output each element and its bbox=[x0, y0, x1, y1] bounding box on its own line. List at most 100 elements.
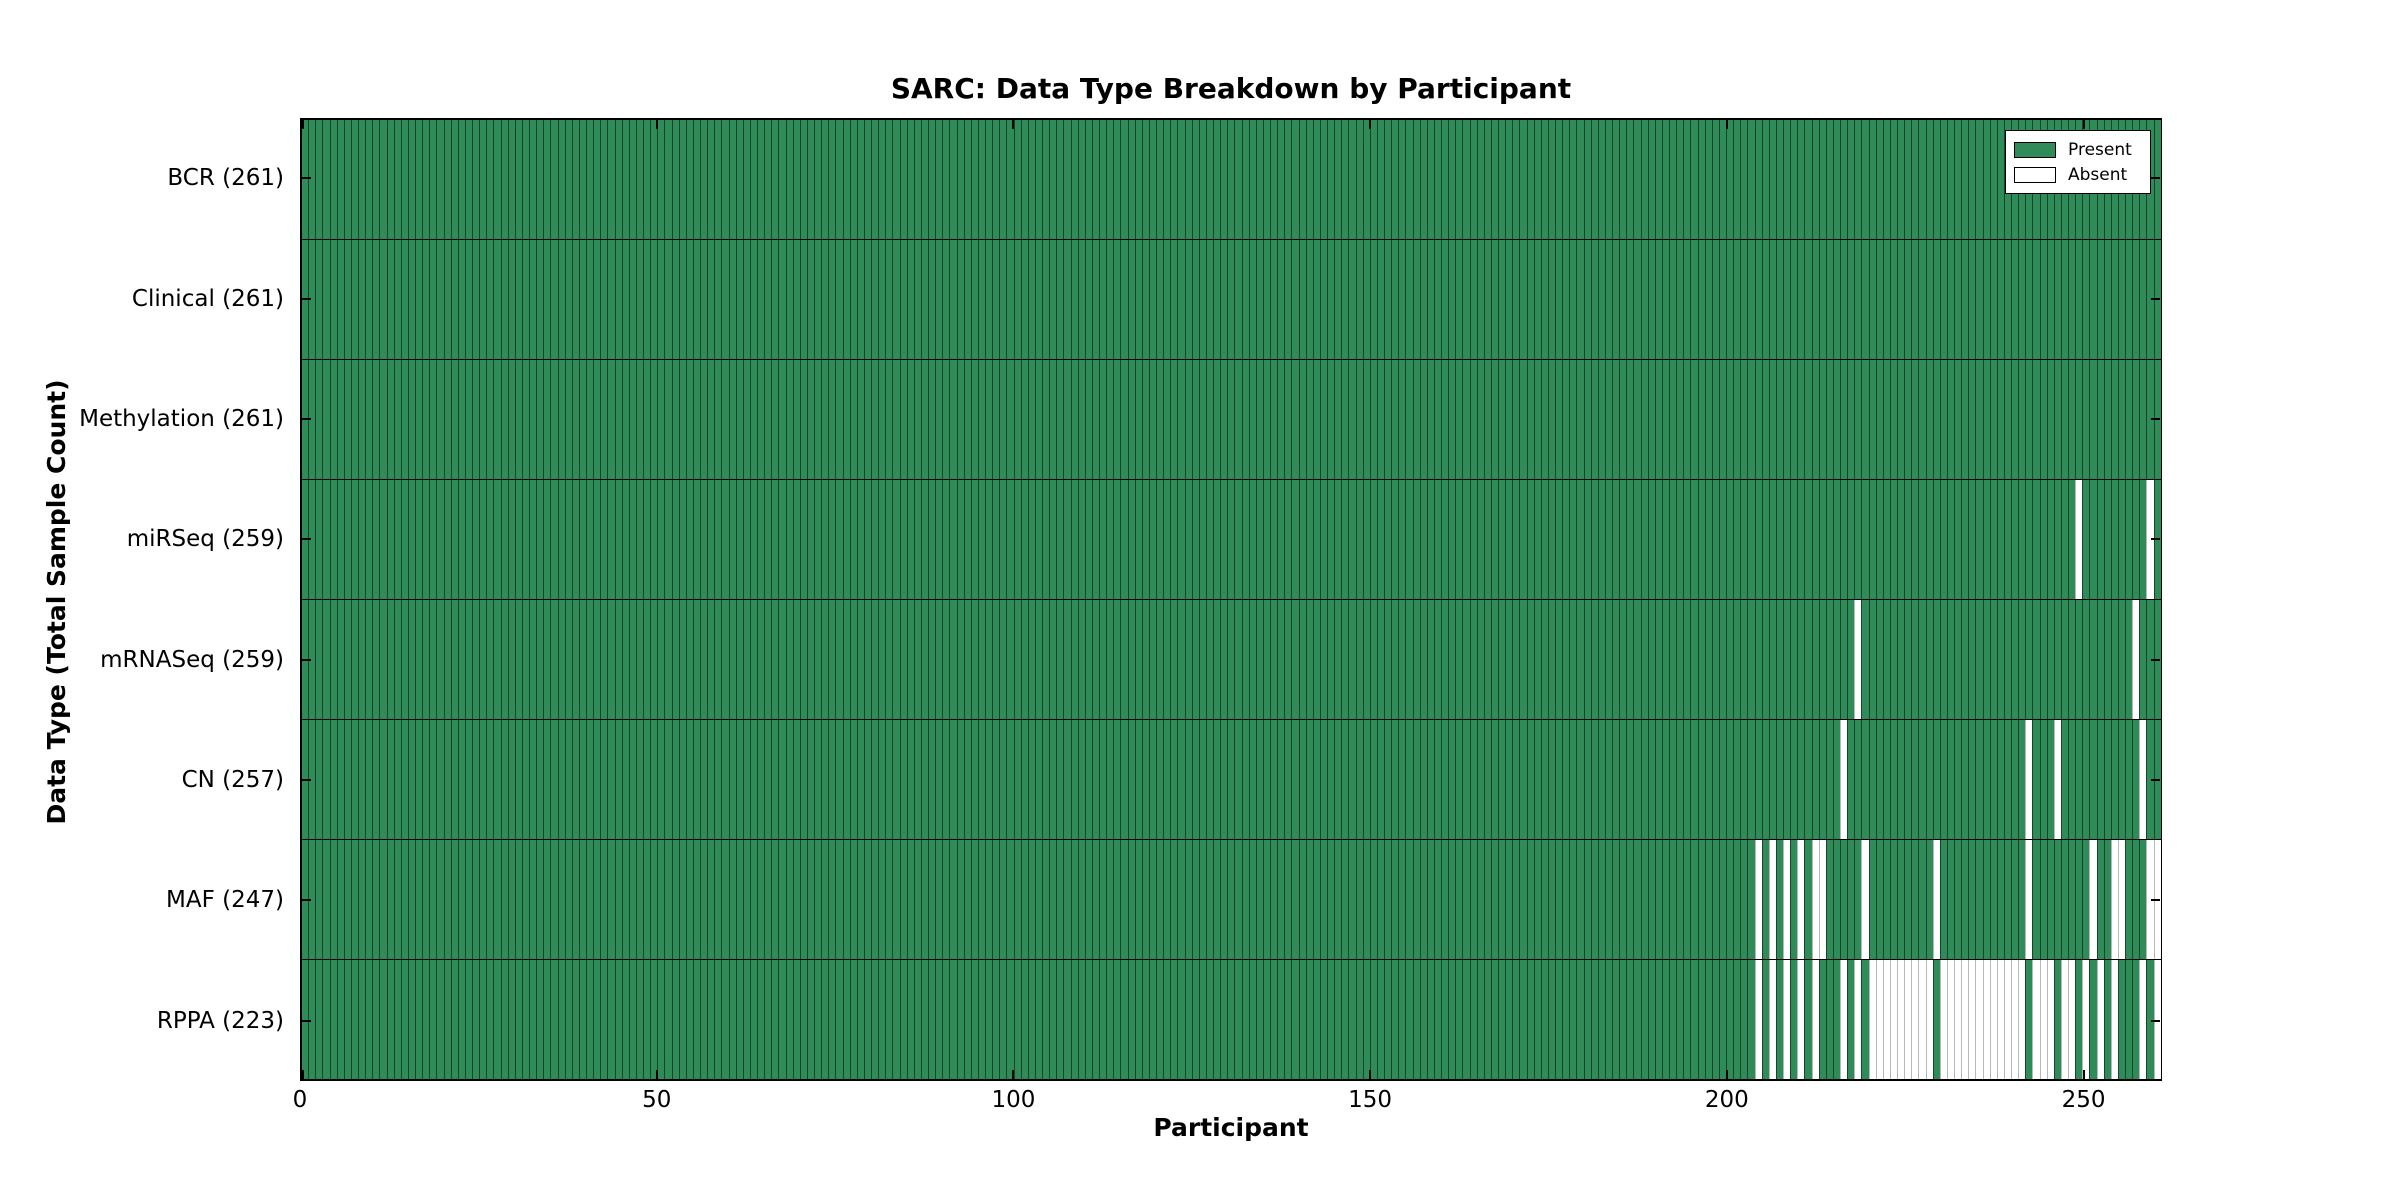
heatmap-cell bbox=[1633, 120, 1641, 239]
heatmap-cell bbox=[1875, 480, 1883, 599]
heatmap-cell bbox=[2096, 360, 2104, 479]
heatmap-cell bbox=[1327, 240, 1335, 359]
heatmap-cell bbox=[1775, 960, 1783, 1079]
heatmap-cell bbox=[1198, 600, 1206, 719]
heatmap-cell bbox=[1220, 120, 1228, 239]
heatmap-cell bbox=[1084, 480, 1092, 599]
heatmap-cell bbox=[1241, 600, 1249, 719]
heatmap-cell bbox=[1911, 240, 1919, 359]
heatmap-cell bbox=[1483, 720, 1491, 839]
heatmap-cell bbox=[2068, 720, 2076, 839]
heatmap-cell bbox=[628, 840, 636, 959]
heatmap-cell bbox=[1455, 240, 1463, 359]
heatmap-cell bbox=[1747, 240, 1755, 359]
heatmap-cell bbox=[1761, 600, 1769, 719]
heatmap-cell bbox=[436, 960, 444, 1079]
heatmap-cell bbox=[393, 120, 401, 239]
heatmap-cell bbox=[785, 960, 793, 1079]
heatmap-cell bbox=[1198, 240, 1206, 359]
heatmap-cell bbox=[1284, 120, 1292, 239]
heatmap-cell bbox=[842, 240, 850, 359]
heatmap-cell bbox=[1277, 240, 1285, 359]
heatmap-cell bbox=[1683, 240, 1691, 359]
heatmap-cell bbox=[2082, 480, 2090, 599]
heatmap-cell bbox=[643, 120, 651, 239]
heatmap-cell bbox=[1669, 840, 1677, 959]
heatmap-cell bbox=[1519, 960, 1527, 1079]
heatmap-cell bbox=[1348, 120, 1356, 239]
heatmap-cell bbox=[963, 720, 971, 839]
heatmap-cell bbox=[472, 240, 480, 359]
heatmap-cell bbox=[614, 960, 622, 1079]
heatmap-cell bbox=[985, 360, 993, 479]
heatmap-cell bbox=[1726, 120, 1734, 239]
heatmap-cell bbox=[650, 840, 658, 959]
heatmap-cell bbox=[778, 720, 786, 839]
heatmap-cell bbox=[407, 600, 415, 719]
heatmap-cell bbox=[828, 720, 836, 839]
heatmap-cell bbox=[1533, 480, 1541, 599]
heatmap-cell bbox=[920, 600, 928, 719]
heatmap-cell bbox=[1854, 960, 1862, 1079]
heatmap-cell bbox=[1398, 360, 1406, 479]
heatmap-cell bbox=[1348, 480, 1356, 599]
heatmap-cell bbox=[735, 840, 743, 959]
heatmap-cell bbox=[358, 720, 366, 839]
heatmap-cell bbox=[1091, 600, 1099, 719]
heatmap-cell bbox=[1405, 360, 1413, 479]
heatmap-cell bbox=[1512, 120, 1520, 239]
heatmap-cell bbox=[878, 840, 886, 959]
heatmap-cell bbox=[1384, 480, 1392, 599]
heatmap-cell bbox=[842, 960, 850, 1079]
heatmap-cell bbox=[2103, 840, 2111, 959]
heatmap-cell bbox=[1170, 960, 1178, 1079]
heatmap-cell bbox=[1398, 600, 1406, 719]
heatmap-cell bbox=[835, 840, 843, 959]
heatmap-cell bbox=[764, 720, 772, 839]
heatmap-cell bbox=[1419, 120, 1427, 239]
heatmap-cell bbox=[977, 360, 985, 479]
heatmap-cell bbox=[678, 240, 686, 359]
tick-mark bbox=[655, 1070, 658, 1079]
heatmap-cell bbox=[1612, 720, 1620, 839]
heatmap-cell bbox=[1861, 840, 1869, 959]
heatmap-cell bbox=[578, 960, 586, 1079]
heatmap-cell bbox=[1654, 480, 1662, 599]
heatmap-cell bbox=[2068, 840, 2076, 959]
heatmap-cell bbox=[1925, 840, 1933, 959]
heatmap-cell bbox=[1127, 240, 1135, 359]
heatmap-cell bbox=[1163, 840, 1171, 959]
heatmap-cell bbox=[621, 720, 629, 839]
heatmap-cell bbox=[1982, 960, 1990, 1079]
heatmap-cell bbox=[1555, 240, 1563, 359]
heatmap-cell bbox=[1305, 360, 1313, 479]
heatmap-cell bbox=[771, 600, 779, 719]
heatmap-cell bbox=[1868, 240, 1876, 359]
heatmap-cell bbox=[1262, 840, 1270, 959]
heatmap-cell bbox=[1412, 720, 1420, 839]
heatmap-cell bbox=[1099, 120, 1107, 239]
heatmap-cell bbox=[906, 240, 914, 359]
heatmap-cell bbox=[1775, 480, 1783, 599]
heatmap-cell bbox=[429, 600, 437, 719]
heatmap-cell bbox=[707, 240, 715, 359]
heatmap-cell bbox=[1868, 720, 1876, 839]
heatmap-cell bbox=[1854, 480, 1862, 599]
heatmap-cell bbox=[586, 120, 594, 239]
heatmap-cell bbox=[799, 120, 807, 239]
heatmap-cell bbox=[956, 960, 964, 1079]
heatmap-cell bbox=[1241, 720, 1249, 839]
heatmap-cell bbox=[550, 840, 558, 959]
heatmap-cell bbox=[1355, 480, 1363, 599]
heatmap-cell bbox=[1718, 840, 1726, 959]
heatmap-cell bbox=[1433, 480, 1441, 599]
heatmap-cell bbox=[1398, 960, 1406, 1079]
heatmap-cell bbox=[1540, 720, 1548, 839]
heatmap-cell bbox=[1683, 960, 1691, 1079]
heatmap-cell bbox=[557, 360, 565, 479]
heatmap-cell bbox=[835, 360, 843, 479]
heatmap-cell bbox=[329, 480, 337, 599]
heatmap-cell bbox=[1433, 120, 1441, 239]
heatmap-cell bbox=[1156, 600, 1164, 719]
heatmap-cell bbox=[1462, 480, 1470, 599]
